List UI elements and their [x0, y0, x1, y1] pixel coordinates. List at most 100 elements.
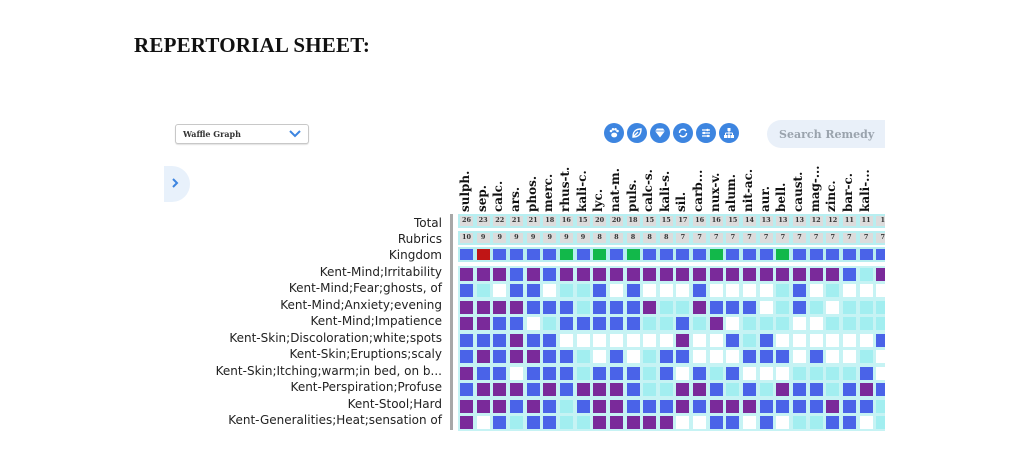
kingdom-cell[interactable]: [674, 247, 692, 262]
waffle-cell[interactable]: [807, 315, 825, 333]
waffle-cell[interactable]: [791, 348, 808, 366]
waffle-cell[interactable]: [691, 266, 709, 283]
waffle-cell[interactable]: [757, 348, 775, 366]
waffle-cell[interactable]: [557, 266, 575, 283]
waffle-cell[interactable]: [491, 315, 509, 333]
remedy-column-label[interactable]: aur.: [758, 150, 774, 212]
waffle-cell[interactable]: [541, 397, 559, 415]
waffle-cell[interactable]: [724, 397, 742, 415]
waffle-cell[interactable]: [491, 364, 509, 382]
rubric-label[interactable]: Kent-Mind;Anxiety;evening: [280, 297, 442, 312]
waffle-cell[interactable]: [840, 315, 858, 333]
waffle-cell[interactable]: [791, 397, 808, 415]
waffle-cell[interactable]: [607, 315, 625, 333]
remedy-column-label[interactable]: calc-s.: [641, 150, 657, 212]
waffle-cell[interactable]: [524, 381, 542, 399]
waffle-cell[interactable]: [724, 414, 742, 432]
remedy-column-label[interactable]: calc.: [491, 150, 507, 212]
waffle-cell[interactable]: [624, 414, 642, 432]
waffle-cell[interactable]: [641, 364, 659, 382]
waffle-cell[interactable]: [791, 364, 808, 382]
waffle-cell[interactable]: [524, 331, 542, 349]
waffle-cell[interactable]: [774, 315, 792, 333]
waffle-cell[interactable]: [524, 364, 542, 382]
waffle-cell[interactable]: [791, 381, 808, 399]
rubric-label[interactable]: Kent-Skin;Itching;warm;in bed, on b...: [215, 363, 442, 378]
remedy-column-label[interactable]: nux-v.: [708, 150, 724, 212]
waffle-cell[interactable]: [840, 282, 858, 300]
waffle-cell[interactable]: [591, 315, 609, 333]
waffle-cell[interactable]: [524, 315, 542, 333]
waffle-cell[interactable]: [591, 348, 609, 366]
remedy-column-label[interactable]: zinc.: [824, 150, 840, 212]
waffle-cell[interactable]: [474, 381, 492, 399]
waffle-cell[interactable]: [607, 266, 625, 283]
waffle-cell[interactable]: [857, 315, 875, 333]
remedy-column-label[interactable]: [874, 150, 885, 212]
waffle-cell[interactable]: [874, 266, 885, 283]
kingdom-cell[interactable]: [574, 247, 592, 262]
waffle-cell[interactable]: [741, 282, 759, 300]
kingdom-cell[interactable]: [507, 247, 525, 262]
waffle-cell[interactable]: [707, 381, 725, 399]
rubric-label[interactable]: Kent-Skin;Discoloration;white;spots: [229, 330, 442, 345]
waffle-cell[interactable]: [674, 364, 692, 382]
waffle-cell[interactable]: [674, 348, 692, 366]
waffle-cell[interactable]: [657, 414, 675, 432]
waffle-cell[interactable]: [474, 331, 492, 349]
kingdom-cell[interactable]: [857, 247, 875, 262]
search-remedy[interactable]: [767, 120, 885, 148]
kingdom-cell[interactable]: [641, 247, 659, 262]
waffle-cell[interactable]: [707, 331, 725, 349]
rubric-label[interactable]: Kent-Mind;Irritability: [319, 265, 442, 279]
waffle-cell[interactable]: [474, 298, 492, 316]
kingdom-cell[interactable]: [757, 247, 775, 262]
waffle-cell[interactable]: [857, 414, 875, 432]
waffle-cell[interactable]: [474, 348, 492, 366]
remedy-column-label[interactable]: lyc.: [591, 150, 607, 212]
waffle-cell[interactable]: [491, 331, 509, 349]
waffle-cell[interactable]: [824, 298, 842, 316]
waffle-cell[interactable]: [591, 397, 609, 415]
waffle-cell[interactable]: [591, 298, 609, 316]
remedy-column-label[interactable]: sil.: [674, 150, 690, 212]
waffle-cell[interactable]: [674, 282, 692, 300]
waffle-cell[interactable]: [807, 414, 825, 432]
waffle-cell[interactable]: [657, 331, 675, 349]
waffle-cell[interactable]: [624, 282, 642, 300]
kingdom-cell[interactable]: [657, 247, 675, 262]
waffle-cell[interactable]: [724, 364, 742, 382]
kingdom-cell[interactable]: [707, 247, 725, 262]
waffle-cell[interactable]: [757, 381, 775, 399]
waffle-cell[interactable]: [874, 331, 885, 349]
waffle-cell[interactable]: [507, 266, 525, 283]
waffle-cell[interactable]: [757, 266, 775, 283]
waffle-cell[interactable]: [824, 282, 842, 300]
waffle-cell[interactable]: [624, 397, 642, 415]
remedy-column-label[interactable]: rhus-t.: [558, 150, 574, 212]
waffle-cell[interactable]: [707, 315, 725, 333]
remedy-column-label[interactable]: puls.: [625, 150, 641, 212]
waffle-cell[interactable]: [757, 364, 775, 382]
waffle-cell[interactable]: [807, 364, 825, 382]
waffle-cell[interactable]: [591, 331, 609, 349]
waffle-cell[interactable]: [507, 298, 525, 316]
search-input[interactable]: [779, 126, 883, 142]
waffle-cell[interactable]: [874, 397, 885, 415]
waffle-cell[interactable]: [574, 381, 592, 399]
waffle-cell[interactable]: [507, 414, 525, 432]
waffle-cell[interactable]: [641, 397, 659, 415]
waffle-cell[interactable]: [607, 298, 625, 316]
waffle-cell[interactable]: [474, 414, 492, 432]
waffle-cell[interactable]: [458, 381, 475, 399]
waffle-cell[interactable]: [840, 266, 858, 283]
waffle-cell[interactable]: [774, 414, 792, 432]
waffle-cell[interactable]: [641, 266, 659, 283]
waffle-cell[interactable]: [557, 282, 575, 300]
waffle-cell[interactable]: [458, 266, 475, 283]
waffle-cell[interactable]: [657, 348, 675, 366]
waffle-cell[interactable]: [707, 282, 725, 300]
waffle-cell[interactable]: [541, 364, 559, 382]
waffle-cell[interactable]: [691, 298, 709, 316]
waffle-cell[interactable]: [791, 266, 808, 283]
